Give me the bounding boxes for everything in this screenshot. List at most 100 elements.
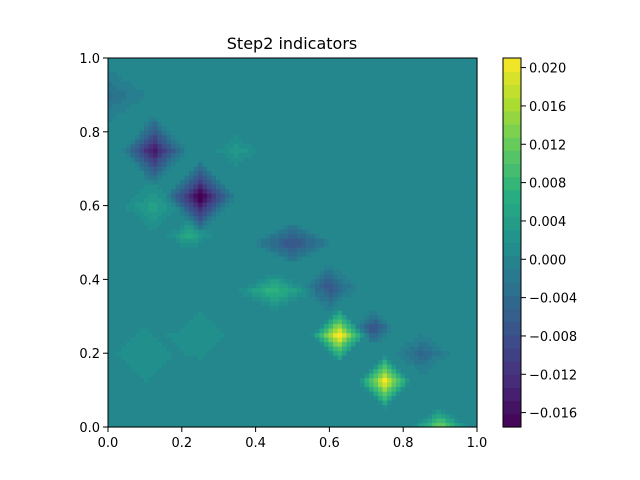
heatmap-cell bbox=[153, 238, 159, 244]
heatmap-cell bbox=[162, 346, 168, 352]
heatmap-cell bbox=[135, 148, 141, 154]
heatmap-cell bbox=[130, 265, 136, 271]
heatmap-cell bbox=[171, 179, 177, 185]
heatmap-cell bbox=[211, 103, 217, 109]
heatmap-cell bbox=[175, 188, 181, 194]
heatmap-cell bbox=[247, 350, 253, 356]
heatmap-cell bbox=[189, 350, 195, 356]
heatmap-cell bbox=[108, 332, 114, 338]
heatmap-cell bbox=[306, 409, 312, 415]
heatmap-cell bbox=[315, 170, 321, 176]
heatmap-cell bbox=[247, 161, 253, 167]
heatmap-cell bbox=[189, 409, 195, 415]
heatmap-cell bbox=[306, 305, 312, 311]
heatmap-cell bbox=[148, 215, 154, 221]
heatmap-cell bbox=[225, 98, 231, 104]
heatmap-cell bbox=[337, 193, 343, 199]
heatmap-cell bbox=[324, 202, 330, 208]
heatmap-cell bbox=[319, 337, 325, 343]
heatmap-cell bbox=[364, 166, 370, 172]
heatmap-cell bbox=[238, 197, 244, 203]
heatmap-cell bbox=[351, 193, 357, 199]
heatmap-cell bbox=[301, 211, 307, 217]
heatmap-cell bbox=[139, 193, 145, 199]
heatmap-cell bbox=[319, 215, 325, 221]
heatmap-cell bbox=[324, 323, 330, 329]
heatmap-cell bbox=[126, 274, 132, 280]
heatmap-cell bbox=[243, 265, 249, 271]
heatmap-cell bbox=[351, 224, 357, 230]
heatmap-cell bbox=[288, 359, 294, 365]
heatmap-cell bbox=[301, 287, 307, 293]
heatmap-cell bbox=[139, 166, 145, 172]
heatmap-cell bbox=[126, 314, 132, 320]
heatmap-cell bbox=[193, 179, 199, 185]
heatmap-cell bbox=[306, 175, 312, 181]
heatmap-cell bbox=[274, 265, 280, 271]
heatmap-cell bbox=[229, 404, 235, 410]
heatmap-cell bbox=[315, 238, 321, 244]
heatmap-cell bbox=[360, 278, 366, 284]
heatmap-cell bbox=[301, 89, 307, 95]
heatmap-cell bbox=[333, 224, 339, 230]
heatmap-cell bbox=[108, 130, 114, 136]
heatmap-cell bbox=[117, 98, 123, 104]
heatmap-cell bbox=[252, 314, 258, 320]
heatmap-cell bbox=[112, 80, 118, 86]
heatmap-cell bbox=[297, 391, 303, 397]
heatmap-cell bbox=[126, 323, 132, 329]
heatmap-cell bbox=[198, 256, 204, 262]
heatmap-cell bbox=[328, 287, 334, 293]
heatmap-cell bbox=[373, 94, 379, 100]
heatmap-cell bbox=[333, 274, 339, 280]
heatmap-cell bbox=[315, 152, 321, 158]
heatmap-cell bbox=[175, 80, 181, 86]
heatmap-cell bbox=[225, 220, 231, 226]
heatmap-cell bbox=[220, 350, 226, 356]
heatmap-cell bbox=[306, 269, 312, 275]
heatmap-cell bbox=[288, 197, 294, 203]
heatmap-cell bbox=[117, 391, 123, 397]
heatmap-cell bbox=[202, 247, 208, 253]
heatmap-cell bbox=[328, 103, 334, 109]
heatmap-cell bbox=[238, 206, 244, 212]
heatmap-cell bbox=[256, 220, 262, 226]
heatmap-cell bbox=[306, 346, 312, 352]
heatmap-cell bbox=[126, 152, 132, 158]
heatmap-cell bbox=[342, 179, 348, 185]
heatmap-cell bbox=[121, 350, 127, 356]
heatmap-cell bbox=[364, 323, 370, 329]
heatmap-cell bbox=[193, 373, 199, 379]
heatmap-cell bbox=[148, 283, 154, 289]
heatmap-cell bbox=[117, 422, 123, 428]
heatmap-cell bbox=[189, 67, 195, 73]
heatmap-cell bbox=[360, 193, 366, 199]
heatmap-cell bbox=[310, 170, 316, 176]
heatmap-cell bbox=[288, 409, 294, 415]
heatmap-cell bbox=[364, 278, 370, 284]
heatmap-cell bbox=[310, 103, 316, 109]
heatmap-cell bbox=[189, 337, 195, 343]
heatmap-cell bbox=[153, 265, 159, 271]
heatmap-cell bbox=[175, 314, 181, 320]
heatmap-cell bbox=[283, 206, 289, 212]
heatmap-cell bbox=[166, 373, 172, 379]
heatmap-cell bbox=[247, 310, 253, 316]
heatmap-cell bbox=[288, 166, 294, 172]
heatmap-cell bbox=[297, 107, 303, 113]
heatmap-cell bbox=[130, 404, 136, 410]
heatmap-cell bbox=[378, 377, 384, 383]
heatmap-cell bbox=[288, 67, 294, 73]
heatmap-cell bbox=[108, 202, 114, 208]
heatmap-cell bbox=[324, 242, 330, 248]
heatmap-cell bbox=[252, 377, 258, 383]
heatmap-cell bbox=[144, 161, 150, 167]
heatmap-cell bbox=[378, 193, 384, 199]
heatmap-cell bbox=[252, 220, 258, 226]
heatmap-cell bbox=[378, 422, 384, 428]
heatmap-cell bbox=[202, 58, 208, 64]
heatmap-cell bbox=[306, 260, 312, 266]
heatmap-cell bbox=[157, 188, 163, 194]
heatmap-cell bbox=[346, 328, 352, 334]
heatmap-cell bbox=[189, 413, 195, 419]
